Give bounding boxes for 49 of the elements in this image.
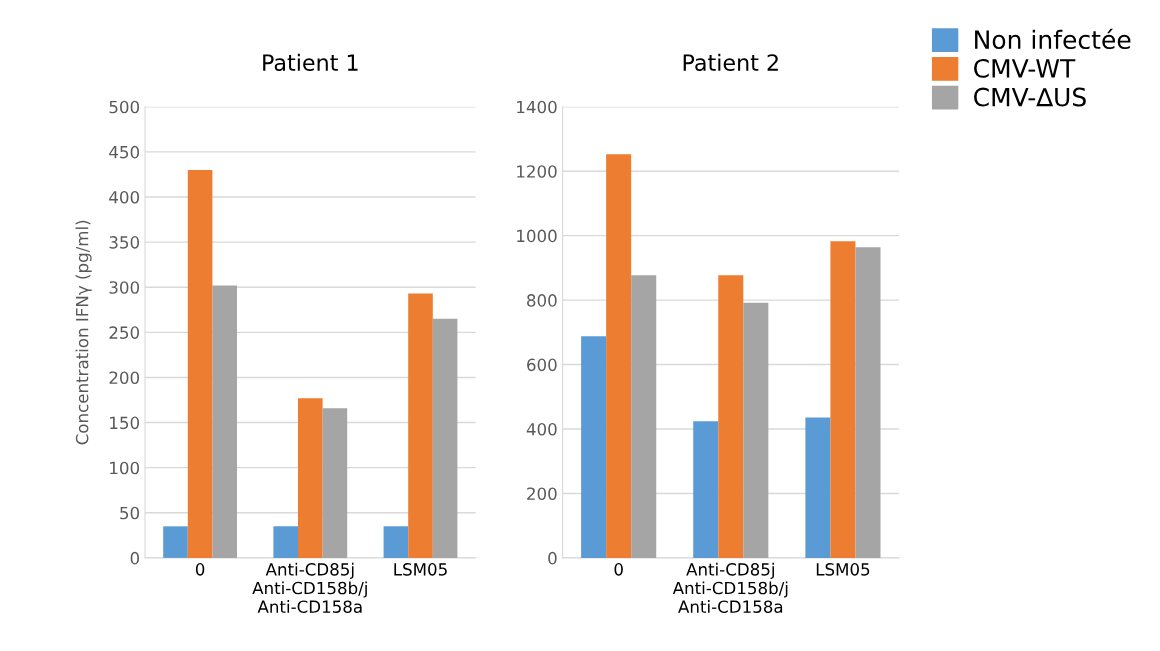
y-tick-label: 300 [109,281,140,294]
bar [855,247,881,558]
legend-label: CMV-WT [974,58,1076,78]
x-tick-label: 0 [195,563,205,576]
y-tick-label: 0 [548,551,557,565]
bar [212,285,238,558]
y-tick-label: 150 [110,416,140,430]
x-tick-label: 0 [614,563,623,576]
y-tick-label: 400 [109,190,140,204]
y-tick-label: 200 [109,371,140,385]
y-tick-label: 600 [527,358,557,372]
legend-label: CMV-∆US [974,87,1086,107]
y-tick-label: 1400 [517,100,557,114]
y-tick-label: 500 [109,100,140,114]
bar [383,526,409,558]
x-tick-label: LSM05 [394,563,447,576]
y-axis-title: Concentration IFNγ (pg/ml) [75,220,92,445]
x-tick-label: Anti-CD85j Anti-CD158b/j Anti-CD158a [672,562,788,613]
bar [693,421,719,558]
bar [805,417,831,558]
chart-title: Patient 1 [263,53,358,71]
bar [606,154,632,558]
y-tick-label: 50 [120,506,140,520]
bar [187,169,213,558]
chart-title: Patient 2 [683,53,778,71]
x-tick-label: Anti-CD85j Anti-CD158b/j Anti-CD158a [252,562,367,613]
bar [718,275,744,558]
y-tick-label: 350 [109,236,140,249]
bar [631,275,657,558]
y-tick-label: 1200 [517,165,557,178]
bar [432,318,458,558]
bar [743,302,769,558]
bar [163,526,188,558]
bar [322,408,348,558]
y-tick-label: 1000 [517,229,557,243]
bar [273,526,298,558]
bar [297,398,323,558]
y-tick-label: 250 [109,326,140,339]
bar [830,241,856,558]
bar [581,336,607,558]
y-tick-label: 800 [527,294,557,307]
y-tick-label: 400 [526,422,557,436]
y-tick-label: 0 [130,551,140,565]
y-tick-label: 450 [109,145,140,159]
y-tick-label: 100 [110,461,140,475]
legend-label: Non infectée [975,28,1131,50]
bar [408,293,433,558]
x-tick-label: LSM05 [816,563,870,576]
y-tick-label: 200 [527,487,557,501]
